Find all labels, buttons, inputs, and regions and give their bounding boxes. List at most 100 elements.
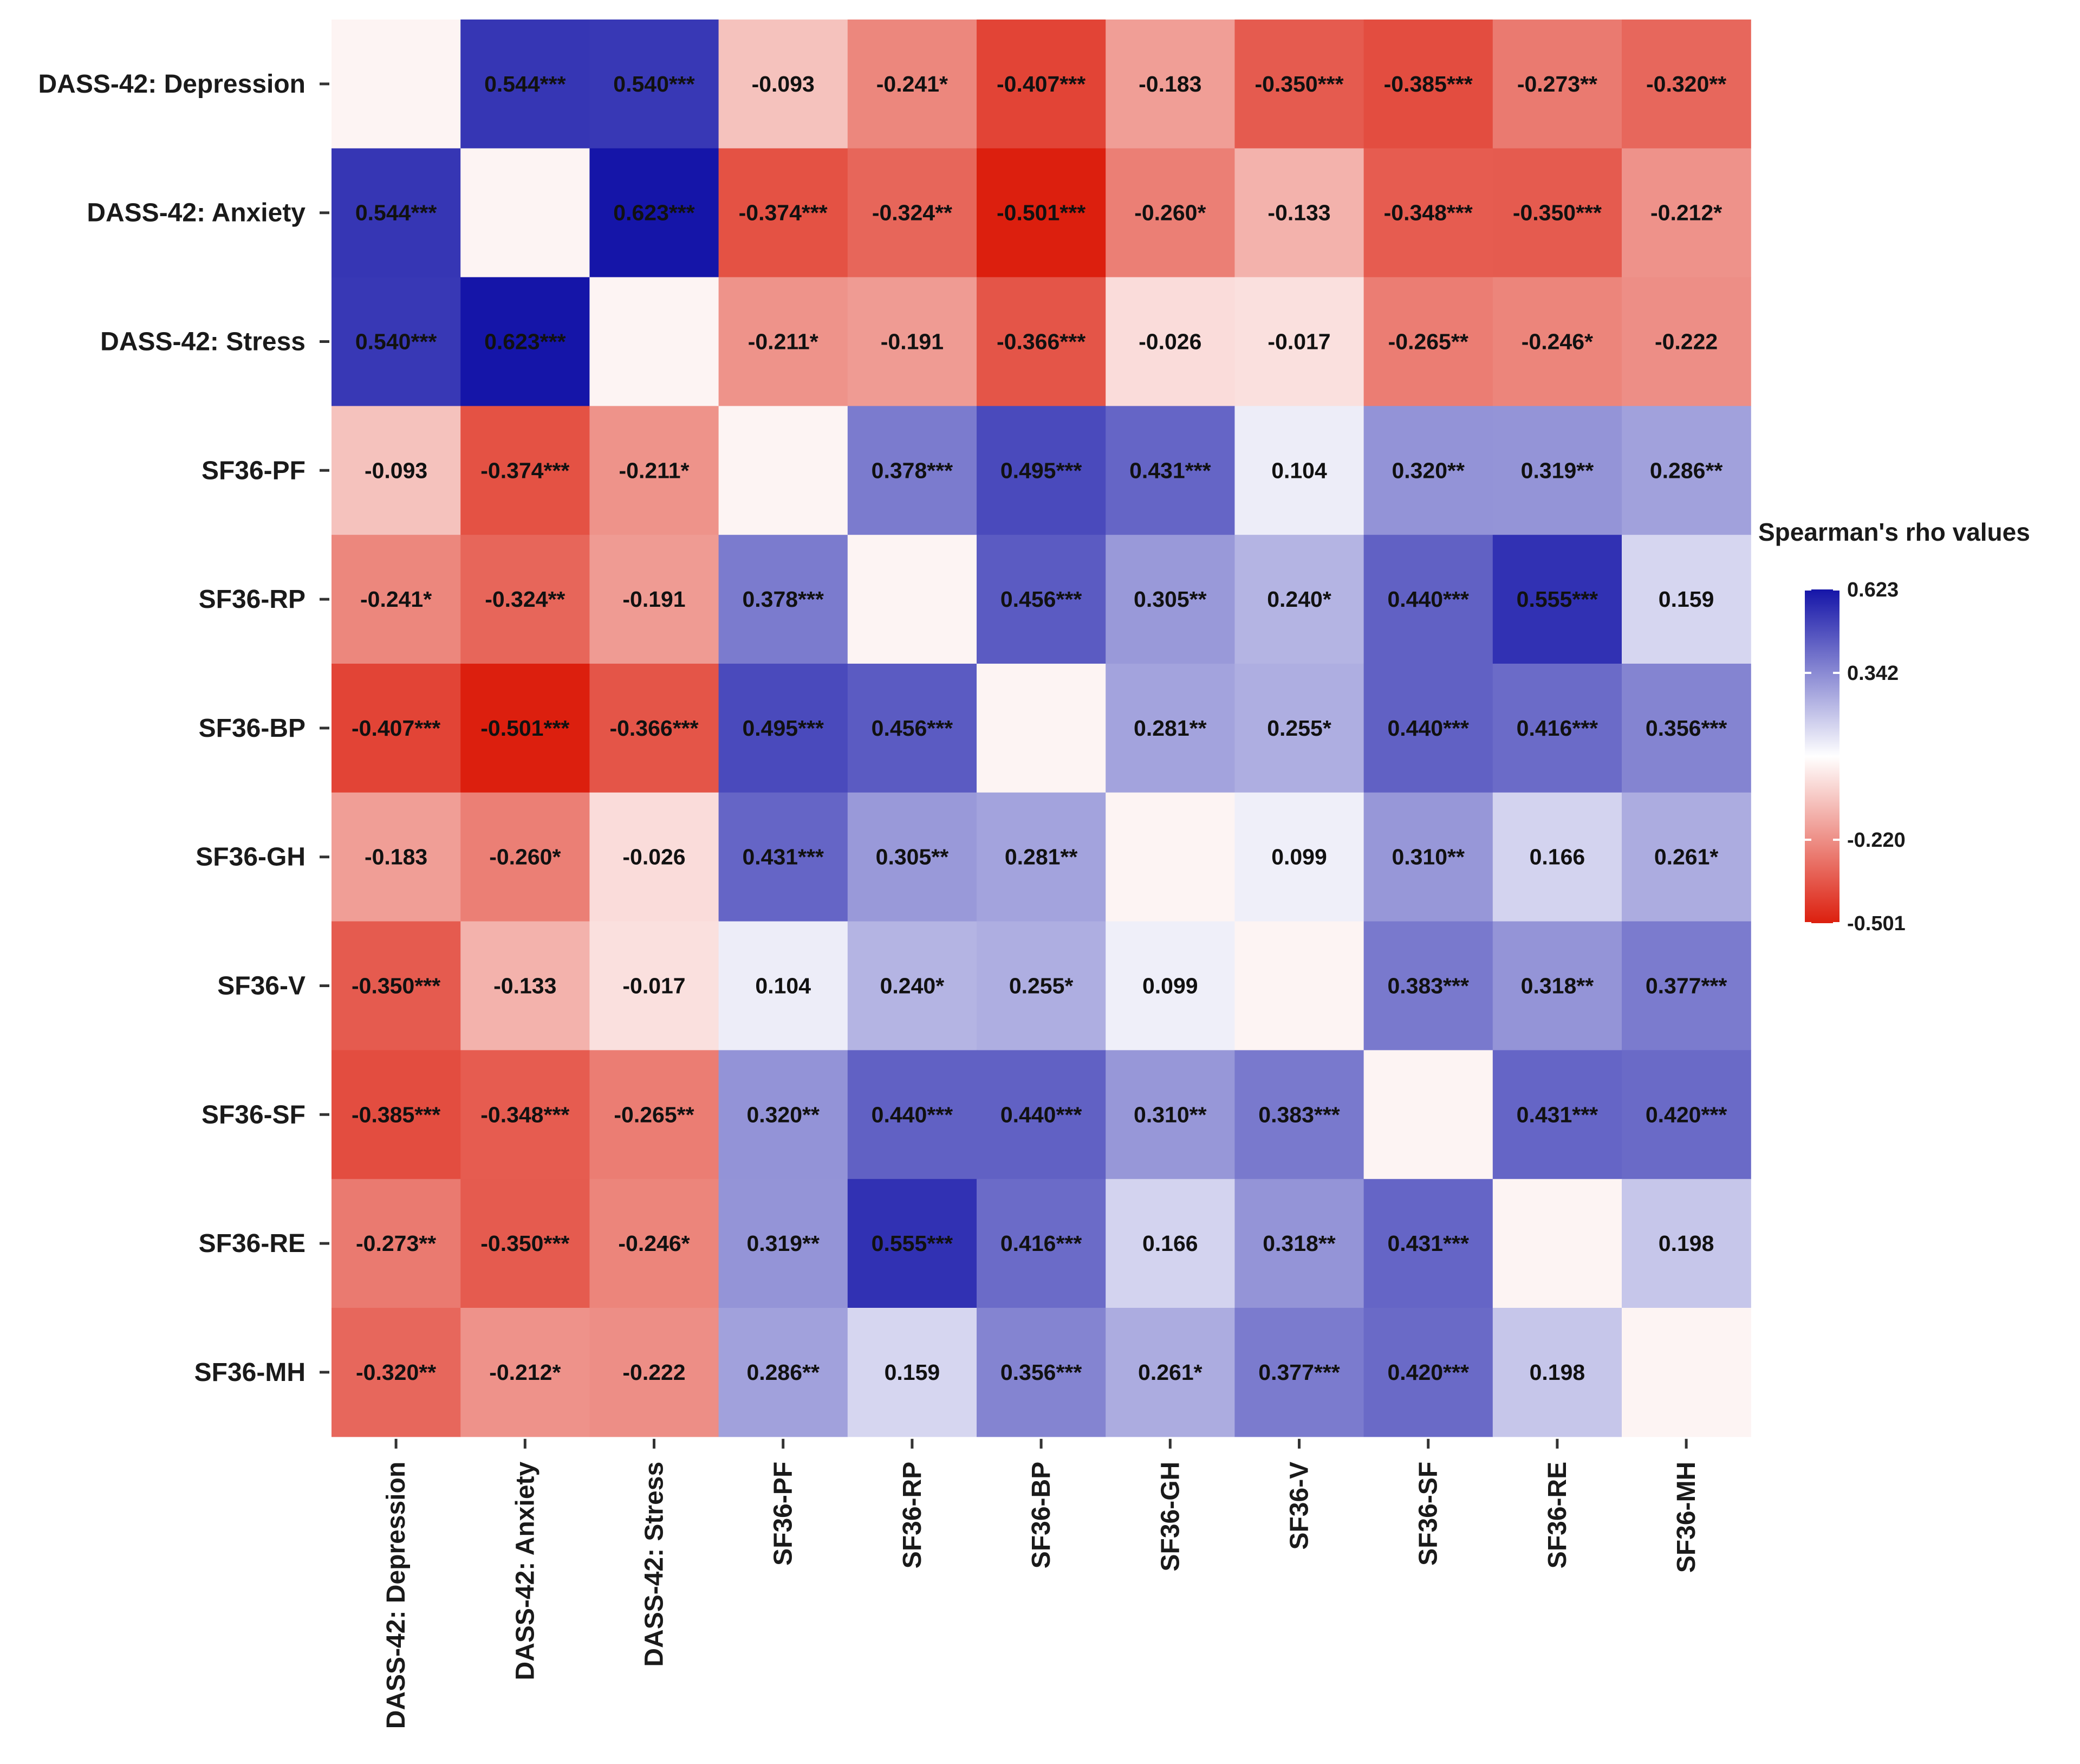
- heatmap-cell-sf36-v-sf36-pf: [718, 921, 848, 1050]
- heatmap-cell-sf36-re-sf36-gh: [1106, 1179, 1235, 1308]
- heatmap-cell-sf36-gh-dass-42-stress: [589, 792, 719, 922]
- cell-value-label: -0.385***: [352, 1102, 440, 1127]
- cell-value-label: 0.623***: [613, 200, 695, 225]
- cell-value-label: -0.017: [622, 974, 685, 998]
- heatmap-cell-sf36-bp-sf36-bp: [977, 664, 1106, 793]
- heatmap-cell-sf36-bp-sf36-sf: [1363, 664, 1493, 793]
- cell-value-label: 0.416***: [1000, 1231, 1082, 1256]
- cell-value-label: -0.026: [622, 845, 685, 870]
- cell-value-label: 0.555***: [872, 1231, 953, 1256]
- cell-value-label: 0.261*: [1654, 845, 1719, 870]
- cell-value-label: -0.191: [622, 587, 685, 612]
- heatmap-cell-dass-42-stress-sf36-mh: [1622, 277, 1751, 406]
- cell-value-label: 0.456***: [1000, 587, 1082, 612]
- heatmap-cell-sf36-v-sf36-re: [1492, 921, 1622, 1050]
- heatmap-cell-sf36-pf-dass-42-stress: [589, 406, 719, 535]
- cell-value-label: 0.310**: [1134, 1102, 1207, 1127]
- cell-value-label: 0.544***: [355, 200, 437, 225]
- cell-value-label: -0.348***: [480, 1102, 569, 1127]
- heatmap-cell-sf36-sf-sf36-re: [1492, 1050, 1622, 1179]
- heatmap-cell-dass-42-stress-sf36-v: [1234, 277, 1364, 406]
- heatmap-cell-dass-42-depression-sf36-pf: [718, 20, 848, 149]
- cell-value-label: 0.383***: [1387, 974, 1469, 998]
- cell-value-label: -0.212*: [489, 1360, 561, 1385]
- cell-value-label: -0.222: [622, 1360, 685, 1385]
- heatmap-cell-dass-42-stress-dass-42-stress: [589, 277, 719, 406]
- heatmap-cell-sf36-re-sf36-re: [1492, 1179, 1622, 1308]
- heatmap-cell-dass-42-depression-sf36-re: [1492, 20, 1622, 149]
- column-label-dass-42-depression: DASS-42: Depression: [382, 1462, 411, 1729]
- row-label-sf36-re: SF36-RE: [199, 1229, 306, 1258]
- heatmap-cell-dass-42-stress-sf36-sf: [1363, 277, 1493, 406]
- heatmap-cell-sf36-sf-sf36-pf: [718, 1050, 848, 1179]
- cell-value-label: -0.260*: [489, 845, 561, 870]
- cell-value-label: 0.099: [1271, 845, 1327, 870]
- heatmap-cell-sf36-rp-sf36-sf: [1363, 535, 1493, 664]
- heatmap-cell-sf36-gh-sf36-gh: [1106, 792, 1235, 922]
- cell-value-label: -0.183: [1139, 72, 1201, 96]
- heatmap-cell-sf36-sf-dass-42-anxiety: [460, 1050, 590, 1179]
- heatmap-cell-sf36-rp-dass-42-anxiety: [460, 535, 590, 664]
- heatmap-cell-dass-42-stress-sf36-bp: [977, 277, 1106, 406]
- cell-value-label: 0.623***: [484, 329, 566, 354]
- column-label-sf36-bp: SF36-BP: [1027, 1462, 1056, 1568]
- cell-value-label: 0.255*: [1267, 716, 1331, 741]
- column-label-sf36-sf: SF36-SF: [1414, 1462, 1443, 1566]
- heatmap-cell-sf36-pf-sf36-re: [1492, 406, 1622, 535]
- heatmap-cell-sf36-v-sf36-rp: [847, 921, 977, 1050]
- cell-value-label: -0.211*: [748, 329, 818, 354]
- cell-value-label: -0.320**: [356, 1360, 436, 1385]
- cell-value-label: -0.191: [881, 329, 944, 354]
- heatmap-cell-sf36-v-dass-42-anxiety: [460, 921, 590, 1050]
- cell-value-label: 0.104: [1271, 458, 1327, 483]
- heatmap-cell-sf36-gh-sf36-re: [1492, 792, 1622, 922]
- heatmap-cell-sf36-v-sf36-gh: [1106, 921, 1235, 1050]
- heatmap-cell-dass-42-stress-dass-42-depression: [332, 277, 461, 406]
- cell-value-label: 0.320**: [746, 1102, 820, 1127]
- heatmap-cell-dass-42-anxiety-dass-42-stress: [589, 148, 719, 278]
- heatmap-cell-dass-42-anxiety-sf36-sf: [1363, 148, 1493, 278]
- heatmap-cell-sf36-gh-sf36-bp: [977, 792, 1106, 922]
- heatmap-cell-sf36-bp-sf36-gh: [1106, 664, 1235, 793]
- cell-value-label: -0.407***: [997, 72, 1086, 96]
- cell-value-label: -0.273**: [1517, 72, 1597, 96]
- heatmap-cell-sf36-sf-sf36-bp: [977, 1050, 1106, 1179]
- heatmap-cell-sf36-sf-dass-42-stress: [589, 1050, 719, 1179]
- legend-color-bar: [1805, 589, 1839, 923]
- column-label-sf36-gh: SF36-GH: [1156, 1462, 1185, 1572]
- heatmap-cell-dass-42-anxiety-sf36-pf: [718, 148, 848, 278]
- cell-value-label: -0.350***: [352, 974, 440, 998]
- cell-value-label: 0.431***: [742, 845, 824, 870]
- heatmap-cell-dass-42-anxiety-sf36-mh: [1622, 148, 1751, 278]
- heatmap-cell-sf36-bp-sf36-v: [1234, 664, 1364, 793]
- column-label-sf36-rp: SF36-RP: [898, 1462, 927, 1568]
- cell-value-label: -0.501***: [997, 200, 1086, 225]
- cell-value-label: 0.540***: [355, 329, 437, 354]
- row-label-sf36-gh: SF36-GH: [196, 843, 306, 872]
- cell-value-label: 0.159: [1659, 587, 1714, 612]
- cell-value-label: -0.211*: [619, 458, 690, 483]
- cell-value-label: -0.324**: [872, 200, 952, 225]
- heatmap-cell-sf36-rp-sf36-rp: [847, 535, 977, 664]
- heatmap-cell-sf36-re-dass-42-depression: [332, 1179, 461, 1308]
- heatmap-cell-dass-42-stress-dass-42-anxiety: [460, 277, 590, 406]
- heatmap-cell-dass-42-anxiety-sf36-rp: [847, 148, 977, 278]
- row-label-sf36-sf: SF36-SF: [202, 1100, 306, 1129]
- cell-value-label: -0.183: [365, 845, 427, 870]
- cell-value-label: -0.017: [1268, 329, 1330, 354]
- cell-value-label: -0.241*: [360, 587, 432, 612]
- cell-value-label: -0.265**: [1388, 329, 1468, 354]
- heatmap-cell-sf36-gh-sf36-rp: [847, 792, 977, 922]
- cell-value-label: -0.241*: [876, 72, 948, 96]
- cell-value-label: 0.281**: [1134, 716, 1207, 741]
- cell-value-label: -0.374***: [480, 458, 569, 483]
- heatmap-cell-labels: 0.544*** 0.540*** -0.093 -0.241* -0.407*** -0…: [352, 72, 1727, 1385]
- legend-tick-label: -0.220: [1847, 829, 1906, 852]
- heatmap-cell-sf36-re-sf36-pf: [718, 1179, 848, 1308]
- heatmap-cell-sf36-rp-sf36-v: [1234, 535, 1364, 664]
- heatmap-cell-sf36-v-dass-42-depression: [332, 921, 461, 1050]
- heatmap-cell-dass-42-anxiety-sf36-re: [1492, 148, 1622, 278]
- cell-value-label: -0.366***: [609, 716, 698, 741]
- cell-value-label: -0.324**: [485, 587, 565, 612]
- heatmap-cell-sf36-bp-dass-42-stress: [589, 664, 719, 793]
